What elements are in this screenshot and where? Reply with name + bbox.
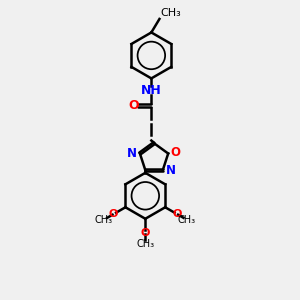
Text: CH₃: CH₃ [94,215,113,225]
Text: NH: NH [141,84,162,97]
Text: O: O [141,228,150,238]
Text: O: O [128,99,139,112]
Text: CH₃: CH₃ [161,8,182,18]
Text: O: O [170,146,180,159]
Text: N: N [166,164,176,177]
Text: O: O [173,209,182,219]
Text: CH₃: CH₃ [136,239,155,249]
Text: N: N [127,147,137,160]
Text: O: O [109,209,118,219]
Text: CH₃: CH₃ [178,215,196,225]
